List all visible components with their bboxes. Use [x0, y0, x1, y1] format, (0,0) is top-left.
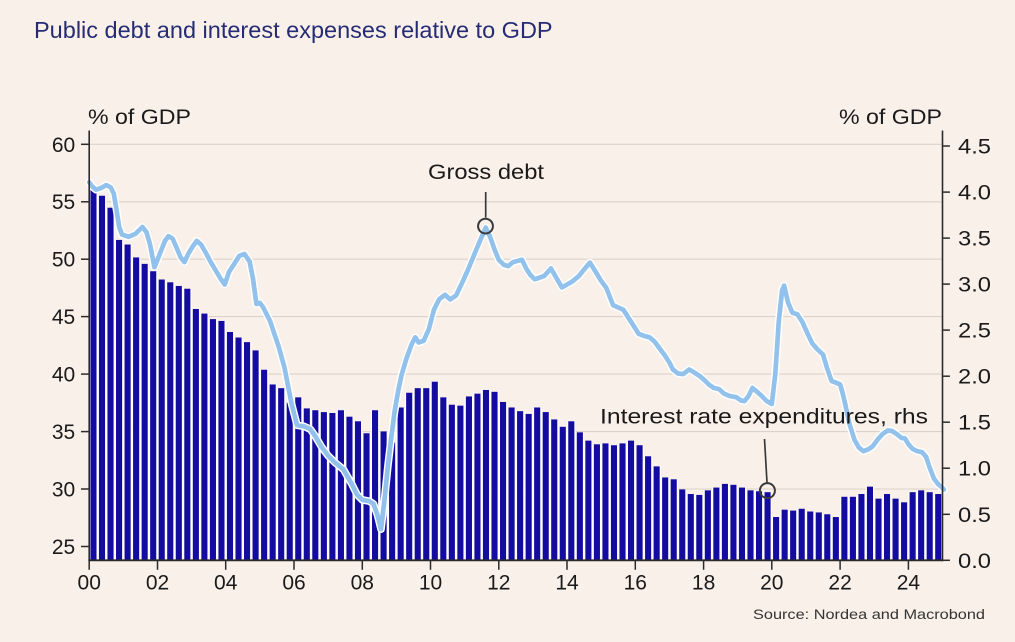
svg-text:55: 55: [52, 191, 75, 214]
svg-text:02: 02: [146, 571, 169, 594]
svg-text:16: 16: [624, 571, 647, 594]
svg-text:50: 50: [52, 249, 75, 272]
svg-text:0.0: 0.0: [958, 550, 991, 573]
svg-text:3.5: 3.5: [958, 228, 991, 251]
svg-text:4.5: 4.5: [958, 136, 991, 159]
svg-text:30: 30: [52, 479, 75, 502]
svg-text:20: 20: [760, 571, 783, 594]
svg-text:10: 10: [419, 571, 442, 594]
svg-text:24: 24: [897, 571, 921, 594]
svg-text:12: 12: [487, 571, 510, 594]
svg-text:0.5: 0.5: [958, 504, 991, 527]
svg-text:06: 06: [282, 571, 305, 594]
svg-text:1.0: 1.0: [958, 458, 991, 481]
svg-text:18: 18: [692, 571, 715, 594]
svg-text:60: 60: [52, 134, 75, 157]
svg-text:40: 40: [52, 364, 75, 387]
svg-text:14: 14: [555, 571, 579, 594]
svg-text:1.5: 1.5: [958, 412, 991, 435]
svg-text:Gross debt: Gross debt: [428, 160, 544, 184]
svg-text:35: 35: [52, 421, 75, 444]
svg-text:04: 04: [214, 571, 238, 594]
svg-text:00: 00: [78, 571, 101, 594]
svg-text:% of GDP: % of GDP: [839, 106, 942, 129]
svg-text:Source: Nordea and Macrobond: Source: Nordea and Macrobond: [753, 607, 985, 622]
svg-text:45: 45: [52, 306, 75, 329]
svg-text:2.5: 2.5: [958, 320, 991, 343]
svg-text:4.0: 4.0: [958, 182, 991, 205]
svg-text:3.0: 3.0: [958, 274, 991, 297]
svg-text:% of GDP: % of GDP: [88, 106, 191, 129]
svg-text:22: 22: [828, 571, 851, 594]
svg-text:08: 08: [351, 571, 374, 594]
svg-text:Interest rate expenditures, rh: Interest rate expenditures, rhs: [600, 405, 928, 429]
svg-text:25: 25: [52, 536, 75, 559]
svg-text:2.0: 2.0: [958, 366, 991, 389]
